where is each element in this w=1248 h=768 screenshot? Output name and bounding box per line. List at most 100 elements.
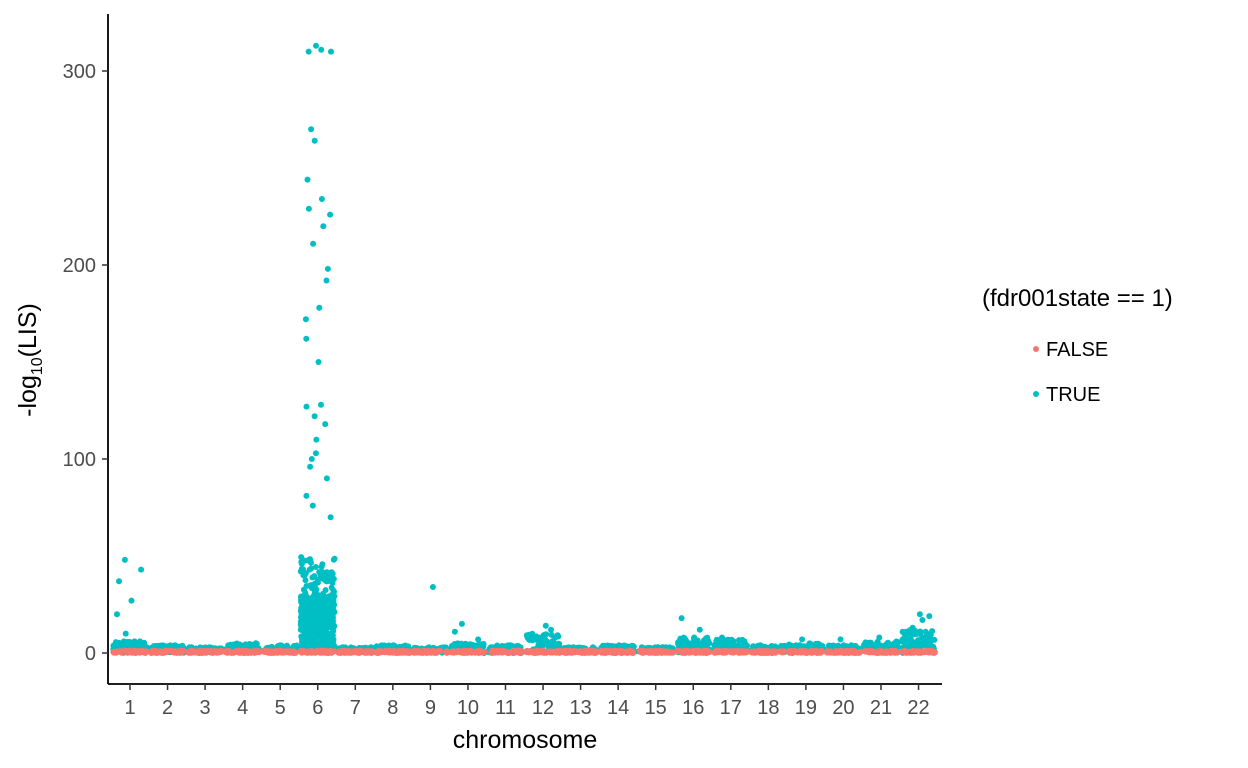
true-point bbox=[326, 622, 333, 629]
false-point bbox=[166, 647, 172, 654]
true-point bbox=[457, 640, 464, 647]
true-point bbox=[681, 635, 688, 642]
false-point bbox=[383, 649, 390, 656]
true-point bbox=[116, 578, 122, 585]
false-point bbox=[277, 649, 284, 656]
true-point bbox=[778, 642, 785, 649]
true-point bbox=[132, 639, 139, 646]
true-point bbox=[309, 502, 316, 509]
true-point bbox=[630, 643, 637, 650]
false-point bbox=[679, 649, 686, 656]
false-point bbox=[727, 648, 733, 655]
true-point bbox=[299, 634, 306, 641]
false-point bbox=[503, 648, 510, 655]
false-point bbox=[527, 648, 533, 654]
y-axis-ticks: 0 100 200 300 bbox=[63, 61, 108, 665]
false-point bbox=[862, 648, 869, 655]
y-axis-title: -log10(LIS) bbox=[14, 303, 46, 417]
true-point bbox=[531, 635, 538, 642]
true-point bbox=[536, 637, 543, 644]
true-point bbox=[313, 42, 319, 49]
true-point bbox=[307, 463, 314, 470]
true-point bbox=[728, 636, 735, 643]
true-point bbox=[318, 46, 325, 53]
true-point bbox=[885, 640, 892, 647]
x-tick-label: 2 bbox=[162, 697, 173, 719]
true-point bbox=[555, 640, 562, 647]
true-point bbox=[329, 570, 336, 577]
true-point bbox=[879, 643, 886, 649]
true-point bbox=[297, 607, 304, 614]
true-point bbox=[128, 597, 135, 604]
false-point bbox=[411, 649, 417, 656]
true-point bbox=[315, 592, 322, 598]
x-tick-label: 22 bbox=[907, 697, 929, 719]
false-point bbox=[843, 648, 850, 655]
x-tick-label: 15 bbox=[645, 697, 667, 719]
legend-key-true bbox=[1033, 391, 1039, 397]
false-point bbox=[375, 647, 382, 654]
false-point bbox=[158, 649, 165, 656]
x-tick-label: 18 bbox=[757, 697, 779, 719]
true-point bbox=[919, 617, 926, 623]
true-point bbox=[278, 643, 285, 650]
x-axis-title: chromosome bbox=[453, 726, 598, 754]
false-point bbox=[809, 648, 816, 655]
x-tick-label: 1 bbox=[124, 697, 135, 719]
x-tick-label: 16 bbox=[682, 697, 704, 719]
true-point bbox=[312, 632, 318, 639]
false-point bbox=[625, 648, 632, 655]
false-point bbox=[551, 648, 558, 655]
true-point bbox=[322, 421, 329, 428]
false-point bbox=[768, 649, 775, 656]
true-point bbox=[893, 638, 900, 645]
true-point bbox=[916, 611, 923, 618]
x-tick-label: 13 bbox=[569, 697, 591, 719]
true-point bbox=[121, 556, 128, 563]
true-point bbox=[323, 577, 330, 584]
true-point bbox=[931, 636, 938, 643]
true-point bbox=[312, 450, 319, 457]
true-point bbox=[120, 638, 127, 645]
false-point bbox=[733, 648, 740, 655]
true-point bbox=[308, 559, 314, 566]
true-point bbox=[799, 636, 806, 643]
true-point bbox=[325, 630, 332, 637]
true-point bbox=[313, 436, 320, 443]
true-point bbox=[303, 335, 310, 342]
false-point bbox=[417, 649, 423, 656]
true-point bbox=[429, 584, 436, 590]
false-point bbox=[287, 649, 294, 656]
false-point bbox=[575, 649, 582, 656]
true-point bbox=[681, 641, 688, 648]
true-point bbox=[323, 277, 330, 284]
true-point bbox=[319, 613, 325, 620]
true-point bbox=[719, 634, 725, 641]
false-point bbox=[250, 649, 257, 656]
false-point bbox=[533, 649, 540, 656]
false-point bbox=[357, 647, 364, 654]
true-point bbox=[316, 631, 323, 637]
true-point bbox=[323, 597, 330, 603]
true-point bbox=[307, 618, 314, 625]
true-point bbox=[308, 126, 315, 133]
true-point bbox=[328, 601, 335, 608]
true-point bbox=[543, 631, 550, 638]
false-point bbox=[211, 648, 218, 655]
true-point bbox=[245, 641, 252, 648]
false-point bbox=[836, 648, 843, 655]
true-point bbox=[458, 620, 465, 627]
y-tick-label: 0 bbox=[85, 643, 96, 665]
true-point bbox=[320, 642, 327, 649]
true-point bbox=[316, 600, 323, 607]
false-point bbox=[516, 649, 523, 656]
false-point bbox=[903, 649, 910, 656]
false-point bbox=[495, 649, 502, 656]
true-point bbox=[305, 48, 312, 55]
true-point bbox=[867, 642, 874, 649]
true-point bbox=[138, 566, 145, 573]
false-point bbox=[124, 648, 131, 655]
false-point bbox=[269, 649, 276, 656]
true-point bbox=[232, 641, 239, 648]
false-point bbox=[585, 648, 591, 655]
